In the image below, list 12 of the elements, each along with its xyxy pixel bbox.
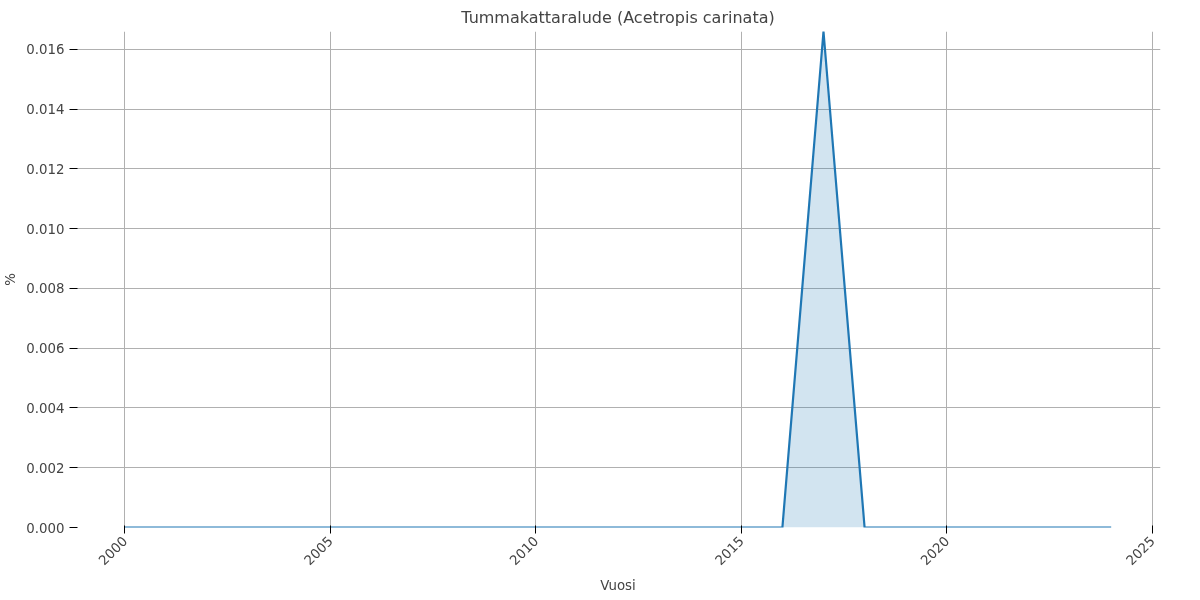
y-tick-label: 0.010 — [26, 221, 65, 237]
y-tick-label: 0.014 — [26, 102, 65, 118]
y-tick-label: 0.006 — [26, 341, 65, 357]
y-tick-label: 0.004 — [26, 400, 65, 416]
y-tick-label: 0.002 — [26, 460, 65, 476]
y-tick-label: 0.012 — [26, 161, 65, 177]
y-tick-label: 0.000 — [26, 520, 65, 536]
x-axis-title: Vuosi — [600, 577, 636, 593]
y-axis-title: % — [3, 273, 19, 286]
y-tick-label: 0.016 — [26, 42, 65, 58]
chart-title: Tummakattaralude (Acetropis carinata) — [460, 7, 775, 27]
y-tick-label: 0.008 — [26, 281, 65, 297]
